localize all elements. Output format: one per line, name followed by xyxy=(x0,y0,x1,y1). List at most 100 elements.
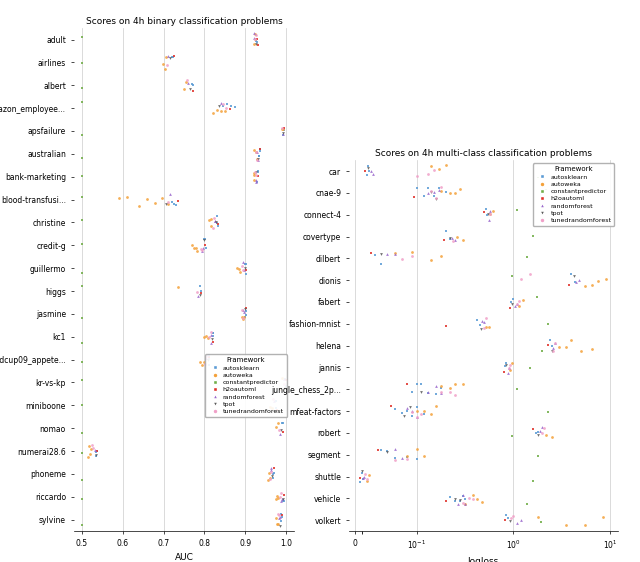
Point xyxy=(249,34,259,43)
Point xyxy=(279,124,289,133)
Point xyxy=(499,367,509,376)
Point xyxy=(568,271,579,280)
Point xyxy=(277,129,287,138)
Point xyxy=(404,402,415,411)
Point xyxy=(415,380,426,389)
Point xyxy=(276,497,287,506)
Point xyxy=(431,194,442,203)
Point xyxy=(528,424,538,433)
Point xyxy=(505,303,515,312)
Point xyxy=(460,499,470,508)
Point xyxy=(113,194,124,203)
Point xyxy=(390,456,400,465)
Point xyxy=(183,79,193,88)
Point xyxy=(188,87,198,96)
Point xyxy=(452,233,462,242)
Point xyxy=(479,207,489,216)
Point xyxy=(204,216,214,225)
Point xyxy=(248,175,259,184)
Point xyxy=(545,336,555,345)
Point xyxy=(200,235,210,244)
Point xyxy=(512,300,522,309)
Point xyxy=(501,360,511,369)
Point xyxy=(366,249,376,258)
Point xyxy=(360,469,370,478)
Point xyxy=(402,380,412,389)
Point xyxy=(537,346,547,355)
Point xyxy=(221,103,231,112)
Point xyxy=(199,332,209,341)
Point xyxy=(274,514,284,523)
Point xyxy=(355,478,365,487)
Point xyxy=(205,338,216,347)
Point xyxy=(173,197,183,206)
Point xyxy=(276,426,287,435)
Point xyxy=(479,318,489,327)
Point xyxy=(250,30,260,39)
Point xyxy=(436,183,446,192)
Point xyxy=(265,474,275,483)
Point xyxy=(476,325,486,334)
Point xyxy=(249,170,259,179)
Point xyxy=(514,297,524,306)
Point xyxy=(508,271,518,280)
Point xyxy=(280,383,290,392)
Point xyxy=(210,216,220,225)
Point xyxy=(415,410,426,419)
Point xyxy=(537,422,547,431)
Point xyxy=(483,210,493,219)
Point xyxy=(550,338,560,347)
Point xyxy=(274,511,284,520)
Point xyxy=(363,161,373,170)
Point xyxy=(226,102,236,111)
Point xyxy=(475,321,485,330)
Point xyxy=(253,172,263,181)
Point xyxy=(436,388,446,397)
Point xyxy=(250,35,260,44)
Point xyxy=(275,384,285,393)
Point xyxy=(268,395,278,404)
Point xyxy=(77,429,87,438)
Point xyxy=(205,215,216,224)
Point xyxy=(460,495,470,504)
Point xyxy=(220,107,230,116)
Point xyxy=(252,156,262,165)
Point xyxy=(252,167,262,176)
Point xyxy=(431,402,442,411)
Point xyxy=(508,294,518,303)
Point xyxy=(402,455,412,464)
Point xyxy=(277,419,287,428)
Point xyxy=(200,241,211,250)
Point xyxy=(390,445,400,454)
Point xyxy=(276,517,286,526)
Point xyxy=(382,448,392,457)
Point xyxy=(188,81,198,90)
Point xyxy=(472,495,482,504)
Point xyxy=(505,366,515,375)
Point xyxy=(250,148,260,157)
Point xyxy=(250,29,260,38)
Point xyxy=(225,105,235,114)
Point xyxy=(477,316,488,325)
Point xyxy=(195,290,205,299)
Point xyxy=(600,274,611,283)
Point xyxy=(239,264,250,273)
Point xyxy=(264,468,274,477)
Point xyxy=(134,201,144,210)
Point xyxy=(276,509,287,518)
Point xyxy=(397,453,407,462)
Point xyxy=(415,387,426,396)
Point xyxy=(407,387,417,396)
Point xyxy=(533,451,543,460)
Point xyxy=(572,278,582,287)
Point xyxy=(237,306,248,315)
Point xyxy=(142,195,152,204)
Point xyxy=(156,193,166,202)
Point xyxy=(277,125,287,134)
Point xyxy=(169,52,179,61)
Point xyxy=(547,342,557,351)
Point xyxy=(532,173,543,182)
Point xyxy=(239,266,249,275)
Point xyxy=(467,491,477,500)
Point xyxy=(278,491,289,500)
